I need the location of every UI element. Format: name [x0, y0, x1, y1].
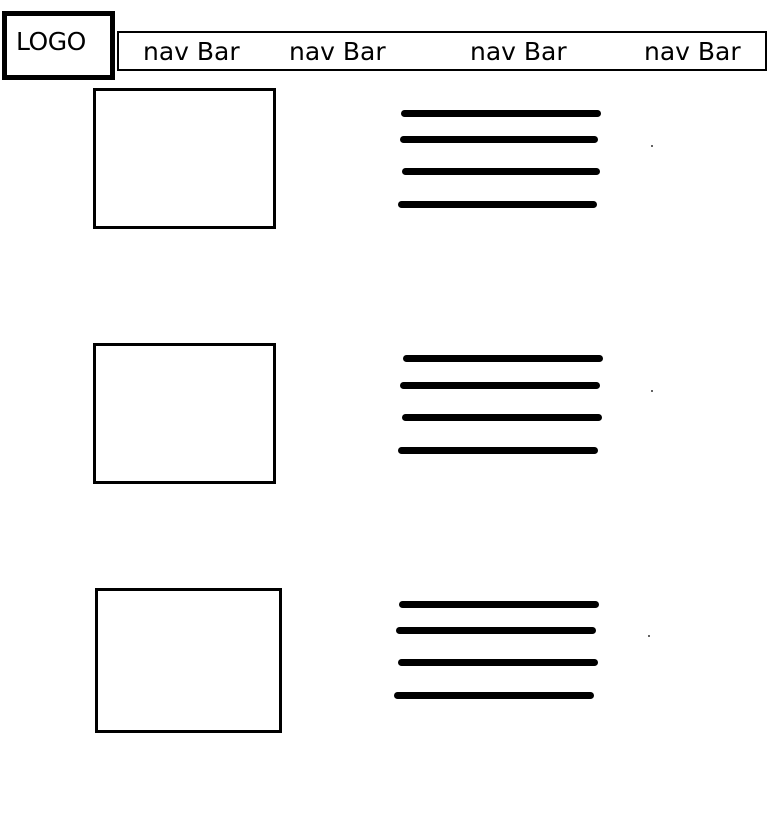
text-line — [398, 659, 598, 666]
nav-item-2[interactable]: nav Bar — [289, 37, 386, 66]
stray-dot — [648, 635, 650, 637]
stray-dot — [651, 390, 653, 392]
nav-item-3[interactable]: nav Bar — [470, 37, 567, 66]
text-line — [400, 382, 600, 389]
image-placeholder — [93, 343, 276, 484]
text-line — [400, 136, 598, 143]
text-line — [403, 355, 603, 362]
image-placeholder — [93, 88, 276, 229]
text-line — [401, 110, 601, 117]
text-line — [402, 168, 600, 175]
text-line — [398, 201, 597, 208]
nav-item-4[interactable]: nav Bar — [644, 37, 741, 66]
text-line — [402, 414, 602, 421]
text-line — [396, 627, 596, 634]
image-placeholder — [95, 588, 282, 733]
logo-label: LOGO — [16, 27, 86, 56]
text-line — [394, 692, 594, 699]
nav-item-1[interactable]: nav Bar — [143, 37, 240, 66]
nav-bar: nav Bar nav Bar nav Bar nav Bar — [117, 31, 767, 71]
text-line — [399, 601, 599, 608]
logo[interactable]: LOGO — [2, 11, 115, 80]
text-line — [398, 447, 598, 454]
stray-dot — [651, 145, 653, 147]
